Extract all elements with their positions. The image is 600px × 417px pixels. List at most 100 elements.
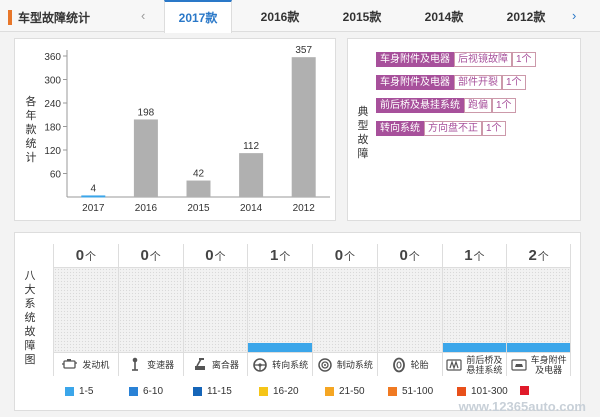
fault-row[interactable]: 转向系统 方向盘不正 1个	[376, 121, 506, 136]
system-name: 转向系统	[248, 352, 312, 376]
system-level-area	[54, 268, 118, 352]
legend-label: 51-100	[402, 386, 434, 397]
fault-description: 跑偏	[464, 98, 492, 113]
bar-2014	[239, 153, 264, 197]
tab-2017[interactable]: 2017款	[164, 0, 232, 33]
legend-swatch	[457, 387, 466, 396]
system-count-value: 0	[399, 247, 408, 264]
prev-arrow-icon[interactable]: ‹	[141, 8, 146, 23]
fault-category: 转向系统	[376, 121, 424, 136]
system-column[interactable]: 1 个前后桥及 悬挂系统	[441, 244, 507, 376]
system-count-value: 0	[75, 247, 85, 264]
systems-grid: 0 个发动机 0 个变速器 0 个离合器 1 个转向系统 0 个制动系统 0 个轮胎 1 个前后桥及 悬挂系…	[53, 244, 571, 376]
fault-row[interactable]: 车身附件及电器 部件开裂 1个	[376, 75, 526, 90]
suspension-icon	[446, 358, 462, 371]
system-column[interactable]: 0 个发动机	[53, 244, 118, 376]
section-title-text: 车型故障统计	[18, 10, 91, 25]
system-level-fill	[248, 343, 312, 352]
x-tick-label-2014: 2014	[240, 203, 263, 214]
system-name: 前后桥及 悬挂系统	[442, 352, 507, 376]
chart-y-label: 各年款统计	[25, 96, 37, 164]
header-bar: 车型故障统计 ‹ 2017款 2016款 2015款 2014款 2012款 ›	[0, 0, 600, 33]
legend-item: 16-20	[259, 386, 299, 397]
system-count-unit: 个	[85, 250, 97, 263]
system-level-fill	[442, 343, 507, 352]
system-name: 变速器	[118, 352, 183, 376]
steering-wheel-icon	[253, 357, 267, 372]
fault-description: 部件开裂	[454, 75, 502, 90]
bar-2017	[81, 195, 106, 198]
system-column[interactable]: 2 个车身附件 及电器	[506, 244, 571, 376]
x-tick-label-2012: 2012	[293, 203, 316, 214]
tab-2016[interactable]: 2016款	[260, 9, 300, 24]
system-count-unit: 个	[408, 250, 420, 263]
y-tick-label: 240	[44, 99, 61, 110]
system-level-area	[248, 268, 312, 352]
system-level-area	[118, 268, 183, 352]
legend-label: 11-15	[207, 386, 232, 397]
system-column[interactable]: 0 个离合器	[182, 244, 248, 376]
bar-2015	[186, 180, 211, 197]
system-count-value: 0	[205, 247, 214, 264]
system-level-area	[313, 268, 377, 352]
fault-row[interactable]: 车身附件及电器 后视镜故障 1个	[376, 52, 536, 67]
car-body-icon	[511, 358, 527, 371]
legend-item: 6-10	[129, 386, 163, 397]
tab-2012[interactable]: 2012款	[506, 9, 546, 24]
engine-icon	[62, 358, 78, 369]
tab-2014[interactable]: 2014款	[424, 9, 464, 24]
legend-label: 21-50	[339, 386, 365, 397]
y-tick-label: 360	[44, 52, 61, 63]
legend-item: 11-15	[193, 386, 232, 397]
system-count-value: 2	[528, 247, 537, 264]
next-arrow-icon[interactable]: ›	[572, 8, 577, 23]
section-title: 车型故障统计	[8, 9, 90, 25]
bar-2016	[133, 119, 158, 197]
legend-label: 101-300	[471, 386, 508, 397]
y-tick-label: 120	[44, 146, 61, 157]
brake-icon	[318, 357, 332, 372]
system-column[interactable]: 1 个转向系统	[247, 244, 312, 376]
system-column[interactable]: 0 个变速器	[117, 244, 183, 376]
fault-category: 前后桥及悬挂系统	[376, 98, 464, 113]
legend-swatch	[129, 387, 138, 396]
fault-row[interactable]: 前后桥及悬挂系统 跑偏 1个	[376, 98, 516, 113]
system-name-label: 前后桥及 悬挂系统	[466, 354, 503, 375]
typical-faults-label: 典型故障	[357, 106, 369, 160]
system-count-value: 0	[334, 247, 344, 264]
year-chart-panel: 各年款统计 60 120 180 240 300 360 4 2017 198 2016 42 201…	[14, 38, 336, 221]
tab-2015[interactable]: 2015款	[342, 9, 382, 24]
fault-count: 1个	[492, 98, 516, 113]
fault-description: 后视镜故障	[454, 52, 512, 67]
system-name: 轮胎	[377, 352, 442, 376]
systems-label: 八大系统故障图	[24, 270, 36, 366]
fault-category: 车身附件及电器	[376, 75, 454, 90]
system-column[interactable]: 0 个制动系统	[312, 244, 377, 376]
legend-swatch	[325, 387, 334, 396]
system-count-value: 0	[140, 247, 149, 264]
system-count-unit: 个	[149, 250, 161, 263]
system-level-fill	[507, 343, 570, 352]
system-name: 制动系统	[313, 352, 377, 376]
y-tick-label: 300	[44, 76, 61, 87]
typical-faults-panel: 典型故障 车身附件及电器 后视镜故障 1个 车身附件及电器 部件开裂 1个 前后桥及悬挂系统…	[347, 38, 581, 221]
y-tick-label: 180	[44, 123, 61, 134]
system-column[interactable]: 0 个轮胎	[376, 244, 442, 376]
legend-swatch	[388, 387, 397, 396]
legend-swatch	[193, 387, 202, 396]
system-count-unit: 个	[214, 250, 226, 263]
fault-category: 车身附件及电器	[376, 52, 454, 67]
y-tick-label: 60	[50, 170, 62, 181]
fault-count: 1个	[502, 75, 526, 90]
legend-label: 16-20	[273, 386, 299, 397]
system-name-label: 轮胎	[410, 360, 429, 370]
tire-icon	[392, 357, 405, 372]
legend-item: 21-50	[325, 386, 365, 397]
system-count-unit: 个	[473, 250, 485, 263]
system-count-unit: 个	[344, 250, 356, 263]
